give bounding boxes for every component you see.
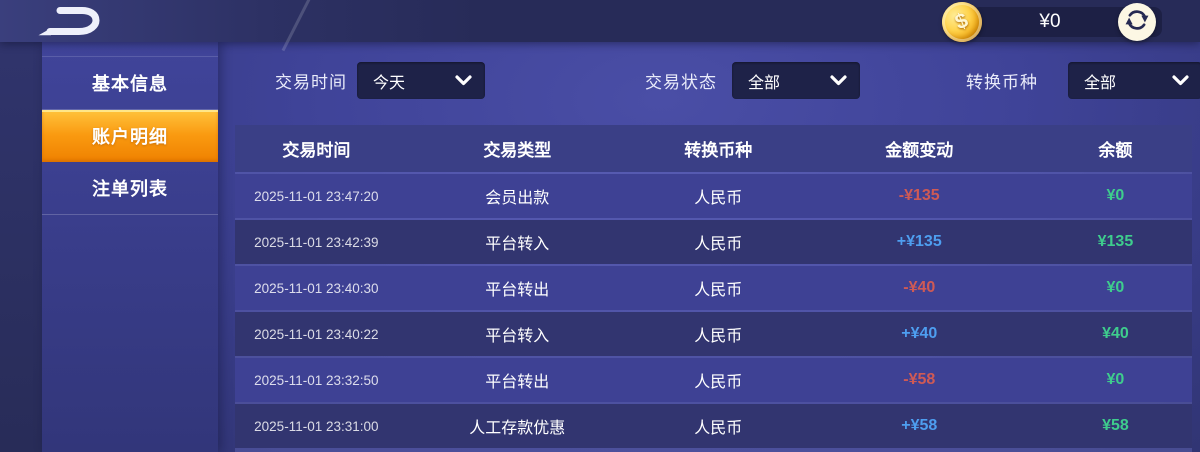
table-row: 2025-11-01 23:32:50 平台转出 人民币 -¥58 ¥0 <box>235 358 1192 402</box>
cell-currency: 人民币 <box>694 236 743 253</box>
filter-transaction-time: 交易时间 今天 <box>275 62 485 99</box>
cell-time: 2025-11-01 23:32:50 <box>254 372 379 388</box>
transaction-time-select[interactable]: 今天 <box>357 62 485 99</box>
sidebar: 基本信息 账户明细 注单列表 <box>42 42 218 452</box>
cell-amount-change: -¥40 <box>903 279 936 296</box>
sidebar-item-label: 基本信息 <box>92 74 168 94</box>
cell-balance: ¥0 <box>1106 187 1125 204</box>
column-header-balance: 余额 <box>1098 141 1133 160</box>
filter-label: 交易时间 <box>275 73 347 92</box>
table-row: 2025-11-01 23:40:30 平台转出 人民币 -¥40 ¥0 <box>235 266 1192 310</box>
brand-logo-button[interactable] <box>32 3 112 39</box>
transaction-status-select[interactable]: 全部 <box>732 62 860 99</box>
transactions-table: 交易时间 交易类型 转换币种 金额变动 余额 2025-11-01 23:47:… <box>235 125 1192 452</box>
cell-balance: ¥0 <box>1106 279 1125 296</box>
refresh-icon <box>1122 5 1152 40</box>
selected-value: 全部 <box>748 74 781 92</box>
column-header-currency: 转换币种 <box>684 141 753 160</box>
left-edge-strip <box>0 42 42 452</box>
currency-select[interactable]: 全部 <box>1068 62 1200 99</box>
cell-time: 2025-11-01 23:47:20 <box>254 188 379 204</box>
cell-time: 2025-11-01 23:42:39 <box>254 234 379 250</box>
cell-currency: 人民币 <box>694 190 743 207</box>
balance-amount: ¥0 <box>1039 11 1061 32</box>
cell-balance: ¥58 <box>1102 417 1129 434</box>
table-body: 2025-11-01 23:47:20 会员出款 人民币 -¥135 ¥0 20… <box>235 174 1192 448</box>
sidebar-item-1[interactable]: 账户明细 <box>42 110 218 162</box>
chevron-down-icon <box>1172 75 1189 86</box>
selected-value: 今天 <box>373 74 406 92</box>
cell-amount-change: +¥135 <box>896 233 942 250</box>
cell-type: 人工存款优惠 <box>469 420 566 437</box>
slash-divider <box>281 0 314 52</box>
sidebar-item-0[interactable]: 基本信息 <box>42 56 218 110</box>
cell-type: 平台转入 <box>485 328 550 345</box>
column-header-type: 交易类型 <box>483 141 552 160</box>
sidebar-item-label: 注单列表 <box>92 179 168 199</box>
top-bar: ¥0 $ <box>0 0 1200 52</box>
cell-currency: 人民币 <box>694 328 743 345</box>
cell-balance: ¥135 <box>1097 233 1134 250</box>
filter-currency: 转换币种 全部 <box>966 62 1200 99</box>
cell-amount-change: -¥58 <box>903 371 936 388</box>
cell-currency: 人民币 <box>694 374 743 391</box>
cell-balance: ¥0 <box>1106 371 1125 388</box>
filter-transaction-status: 交易状态 全部 <box>645 62 860 99</box>
cell-type: 会员出款 <box>485 190 550 207</box>
table-row: 2025-11-01 23:31:00 人工存款优惠 人民币 +¥58 ¥58 <box>235 404 1192 448</box>
table-header-row: 交易时间 交易类型 转换币种 金额变动 余额 <box>235 125 1192 172</box>
table-row: 2025-11-01 23:40:22 平台转入 人民币 +¥40 ¥40 <box>235 312 1192 356</box>
cell-amount-change: +¥58 <box>901 417 938 434</box>
cell-amount-change: -¥135 <box>898 187 940 204</box>
refresh-button[interactable] <box>1118 3 1156 41</box>
selected-value: 全部 <box>1084 74 1117 92</box>
cell-time: 2025-11-01 23:40:22 <box>254 326 379 342</box>
cell-amount-change: +¥40 <box>901 325 938 342</box>
column-header-change: 金额变动 <box>885 141 954 160</box>
cell-type: 平台转出 <box>485 282 550 299</box>
table-row: 2025-11-01 23:47:20 会员出款 人民币 -¥135 ¥0 <box>235 174 1192 218</box>
cell-type: 平台转入 <box>485 236 550 253</box>
sidebar-item-2[interactable]: 注单列表 <box>42 162 218 215</box>
cell-currency: 人民币 <box>694 282 743 299</box>
cell-balance: ¥40 <box>1102 325 1129 342</box>
cell-time: 2025-11-01 23:40:30 <box>254 280 379 296</box>
cell-time: 2025-11-01 23:31:00 <box>254 418 379 434</box>
coin-dollar-glyph: $ <box>952 8 972 35</box>
chevron-down-icon <box>830 75 847 86</box>
filter-label: 转换币种 <box>966 73 1038 92</box>
cell-type: 平台转出 <box>485 374 550 391</box>
table-row: 2025-11-01 23:42:39 平台转入 人民币 +¥135 ¥135 <box>235 220 1192 264</box>
cell-currency: 人民币 <box>694 420 743 437</box>
brand-logo-icon <box>32 3 112 39</box>
filter-label: 交易状态 <box>645 73 717 92</box>
sidebar-item-label: 账户明细 <box>92 127 168 147</box>
column-header-time: 交易时间 <box>282 141 351 160</box>
chevron-down-icon <box>455 75 472 86</box>
